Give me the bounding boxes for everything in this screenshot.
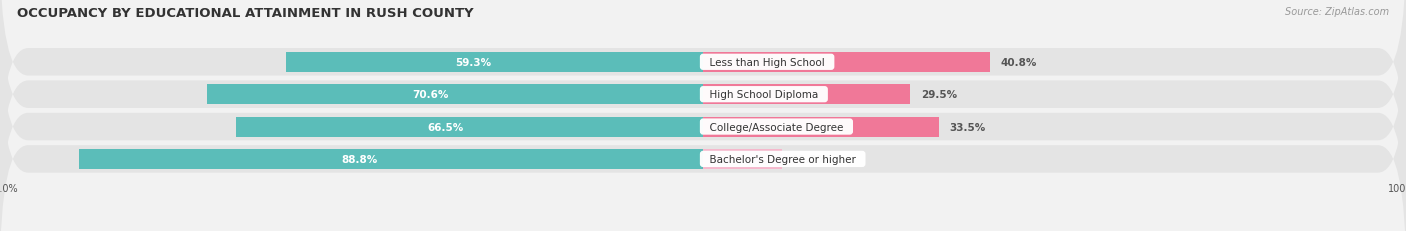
Text: Bachelor's Degree or higher: Bachelor's Degree or higher xyxy=(703,154,862,164)
Bar xyxy=(207,85,703,105)
Bar xyxy=(287,52,703,73)
FancyBboxPatch shape xyxy=(0,44,1406,231)
Text: 33.5%: 33.5% xyxy=(949,122,986,132)
Bar xyxy=(236,117,703,137)
Text: 29.5%: 29.5% xyxy=(921,90,957,100)
Text: College/Associate Degree: College/Associate Degree xyxy=(703,122,849,132)
Text: 88.8%: 88.8% xyxy=(342,154,378,164)
FancyBboxPatch shape xyxy=(0,12,1406,231)
Text: Source: ZipAtlas.com: Source: ZipAtlas.com xyxy=(1285,7,1389,17)
Text: OCCUPANCY BY EDUCATIONAL ATTAINMENT IN RUSH COUNTY: OCCUPANCY BY EDUCATIONAL ATTAINMENT IN R… xyxy=(17,7,474,20)
FancyBboxPatch shape xyxy=(0,0,1406,210)
Text: 11.2%: 11.2% xyxy=(793,154,828,164)
Text: 66.5%: 66.5% xyxy=(427,122,464,132)
Bar xyxy=(703,117,939,137)
Text: Less than High School: Less than High School xyxy=(703,58,831,67)
Bar xyxy=(703,52,990,73)
Text: 59.3%: 59.3% xyxy=(456,58,492,67)
Text: 40.8%: 40.8% xyxy=(1001,58,1036,67)
Text: 70.6%: 70.6% xyxy=(412,90,449,100)
Text: High School Diploma: High School Diploma xyxy=(703,90,825,100)
FancyBboxPatch shape xyxy=(0,0,1406,178)
Bar xyxy=(79,149,703,169)
Bar xyxy=(703,149,782,169)
Bar xyxy=(703,85,911,105)
